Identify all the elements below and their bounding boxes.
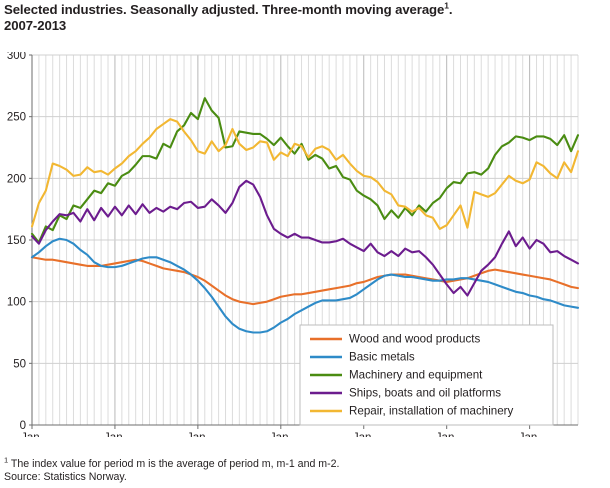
chart-title-period: . — [448, 2, 453, 17]
footnote-line-1: 1 The index value for period m is the av… — [4, 455, 604, 471]
series-line-0 — [30, 256, 580, 306]
x-tick-label-month: Jan. — [519, 432, 541, 437]
y-tick-label: 50 — [13, 358, 26, 370]
chart-legend: Wood and wood products Basic metals Machin… — [299, 324, 554, 426]
x-tick-label-month: Jan. — [187, 432, 209, 437]
legend-box — [299, 324, 554, 426]
series-line-1 — [30, 237, 580, 334]
y-axis-tick-labels: 0 50 100 150 200 250 300 — [7, 52, 26, 432]
series-line-4 — [30, 118, 580, 230]
y-tick-label: 300 — [7, 52, 26, 62]
y-tick-label: 100 — [7, 297, 26, 309]
plot-svg: 0 50 100 150 200 250 300 Jan.2007Jan.2008Jan.2… — [7, 52, 580, 437]
series-lines — [30, 97, 580, 334]
x-tick-label-month: Jan. — [104, 432, 126, 437]
footnote-text: The index value for period m is the aver… — [8, 458, 340, 470]
y-tick-label: 250 — [7, 112, 26, 124]
y-tick-label: 200 — [7, 173, 26, 185]
series-line-3 — [30, 179, 580, 297]
legend-label-1: Basic metals — [349, 351, 415, 364]
legend-label-0: Wood and wood products — [349, 333, 480, 346]
x-tick-label-month: Jan. — [270, 432, 292, 437]
chart-title-footnote-marker: 1 — [444, 0, 449, 11]
x-tick-label-month: Jan. — [353, 432, 375, 437]
legend-label-4: Repair, installation of machinery — [349, 405, 514, 418]
chart-title: Selected industries. Seasonally adjusted… — [4, 0, 604, 34]
footnote-marker: 1 — [4, 455, 9, 465]
x-axis-tick-labels: Jan.2007Jan.2008Jan.2009Jan.2010Jan.2011… — [21, 432, 541, 437]
x-tick-label-month: Jan. — [436, 432, 458, 437]
plot-area: 0 50 100 150 200 250 300 Jan.2007Jan.2008Jan.2… — [0, 52, 610, 437]
x-tick-label-month: Jan. — [21, 432, 43, 437]
legend-label-3: Ships, boats and oil platforms — [349, 387, 501, 400]
legend-label-2: Machinery and equipment — [349, 369, 483, 382]
y-tick-label: 150 — [7, 235, 26, 247]
footnote-source: Source: Statistics Norway. — [4, 471, 127, 483]
chart-title-line-1: Selected industries. Seasonally adjusted… — [4, 0, 604, 18]
chart-title-text: Selected industries. Seasonally adjusted… — [4, 2, 445, 17]
chart-footnote: 1 The index value for period m is the av… — [4, 455, 604, 484]
chart-title-line-2: 2007-2013 — [4, 18, 67, 33]
y-tick-label: 0 — [20, 420, 26, 432]
